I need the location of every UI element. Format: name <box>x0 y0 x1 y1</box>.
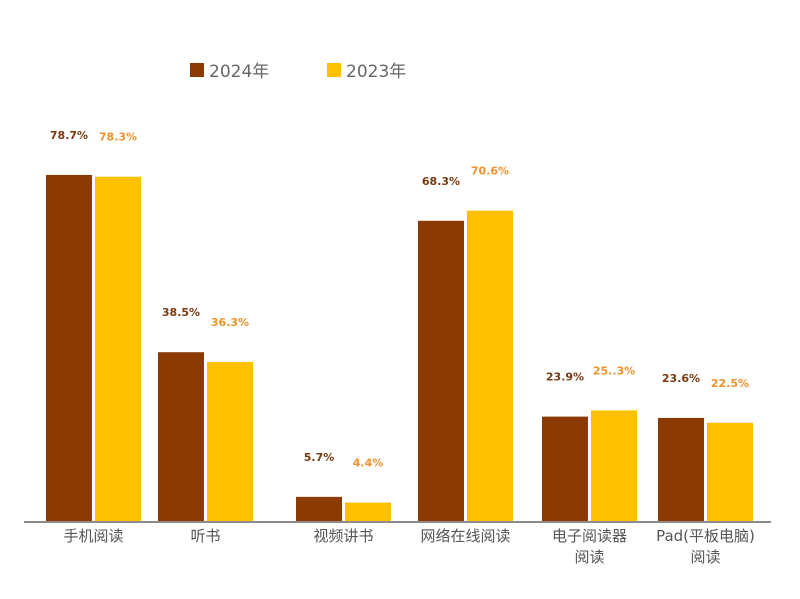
category-label-1-0: 听书 <box>190 527 220 545</box>
value-label-2023-3: 70.6% <box>471 165 509 178</box>
category-label-5-0: Pad(平板电脑) <box>656 527 755 545</box>
bar-2024-3 <box>418 220 464 522</box>
bar-2024-1 <box>158 352 204 522</box>
bars-group <box>46 174 753 523</box>
bar-2024-2 <box>296 496 342 522</box>
category-label-5-1: 阅读 <box>690 548 720 566</box>
value-label-2023-5: 22.5% <box>711 377 749 390</box>
bar-2024-4 <box>542 416 588 522</box>
value-label-2024-1: 38.5% <box>162 306 200 319</box>
bar-2023-4 <box>591 410 637 522</box>
value-label-2024-0: 78.7% <box>50 129 88 142</box>
legend-label-2024: 2024年 <box>209 62 269 82</box>
value-label-2024-5: 23.6% <box>662 372 700 385</box>
category-label-4-0: 电子阅读器 <box>552 527 627 545</box>
bar-2024-0 <box>46 174 92 523</box>
value-label-2024-3: 68.3% <box>422 175 460 188</box>
value-labels-group: 78.7% 78.3% 38.5% 36.3% 5.7% 4.4% 68.3% 70.6% 23… <box>50 129 749 470</box>
bar-2023-1 <box>207 361 253 522</box>
value-label-2023-0: 78.3% <box>99 131 137 144</box>
category-label-3-0: 网络在线阅读 <box>420 527 510 545</box>
value-label-2023-2: 4.4% <box>353 457 384 470</box>
legend-swatch-2023 <box>327 63 341 77</box>
bar-2023-0 <box>95 176 141 522</box>
bar-2023-2 <box>345 502 391 522</box>
bar-2024-5 <box>658 417 704 522</box>
bar-2023-3 <box>467 210 513 523</box>
legend: 2024年 2023年 <box>190 62 406 82</box>
value-label-2023-1: 36.3% <box>211 316 249 329</box>
category-label-0-0: 手机阅读 <box>63 527 123 545</box>
value-label-2023-4: 25..3% <box>593 364 635 377</box>
legend-swatch-2024 <box>190 63 204 77</box>
category-label-4-1: 阅读 <box>574 548 604 566</box>
value-label-2024-2: 5.7% <box>304 451 335 464</box>
category-label-2-0: 视频讲书 <box>313 527 373 545</box>
legend-label-2023: 2023年 <box>346 62 406 82</box>
value-label-2024-4: 23.9% <box>546 371 584 384</box>
bar-2023-5 <box>707 422 753 522</box>
